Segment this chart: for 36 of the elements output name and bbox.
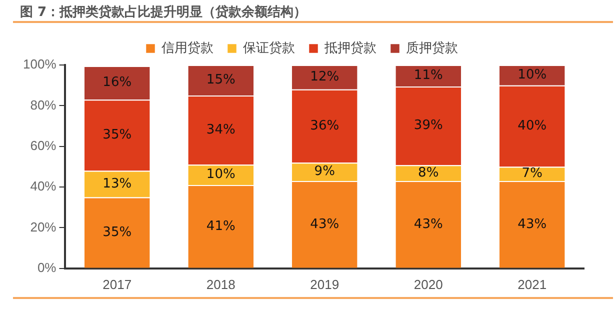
data-label: 16% xyxy=(102,75,132,90)
y-tick-label: 20% xyxy=(30,219,57,234)
data-label: 34% xyxy=(206,122,236,138)
y-tick-label: 60% xyxy=(30,138,57,153)
data-label: 39% xyxy=(414,118,443,134)
data-label: 9% xyxy=(314,164,335,180)
data-label: 10% xyxy=(518,68,547,83)
y-tick-label: 80% xyxy=(30,97,57,112)
legend-label: 抵押贷款 xyxy=(324,40,376,56)
y-tick-label: 100% xyxy=(23,56,57,72)
data-label: 36% xyxy=(310,118,340,134)
legend-label: 保证贷款 xyxy=(243,40,295,56)
data-label: 11% xyxy=(414,68,443,84)
x-tick-label: 2019 xyxy=(310,276,340,292)
data-label: 43% xyxy=(518,216,547,232)
data-label: 35% xyxy=(102,128,132,143)
y-tick-label: 0% xyxy=(37,260,57,275)
legend-label: 信用贷款 xyxy=(162,40,214,56)
data-label: 43% xyxy=(414,216,443,232)
data-label: 40% xyxy=(518,118,547,134)
x-tick-label: 2021 xyxy=(518,276,547,292)
y-tick-label: 40% xyxy=(30,178,57,194)
data-label: 13% xyxy=(102,176,132,192)
x-tick-label: 2018 xyxy=(206,276,236,292)
data-label: 7% xyxy=(522,166,542,182)
data-label: 10% xyxy=(206,167,236,182)
legend-label: 质押贷款 xyxy=(406,40,458,56)
chart-title: 图 7：抵押类贷款占比提升明显（贷款余额结构） xyxy=(20,4,307,21)
data-label: 43% xyxy=(310,216,340,232)
data-label: 12% xyxy=(310,70,340,85)
data-label: 15% xyxy=(206,72,236,88)
data-label: 8% xyxy=(418,165,439,180)
x-tick-label: 2020 xyxy=(414,276,443,292)
data-label: 35% xyxy=(102,224,132,240)
data-label: 41% xyxy=(206,218,236,234)
x-tick-label: 2017 xyxy=(102,276,132,292)
